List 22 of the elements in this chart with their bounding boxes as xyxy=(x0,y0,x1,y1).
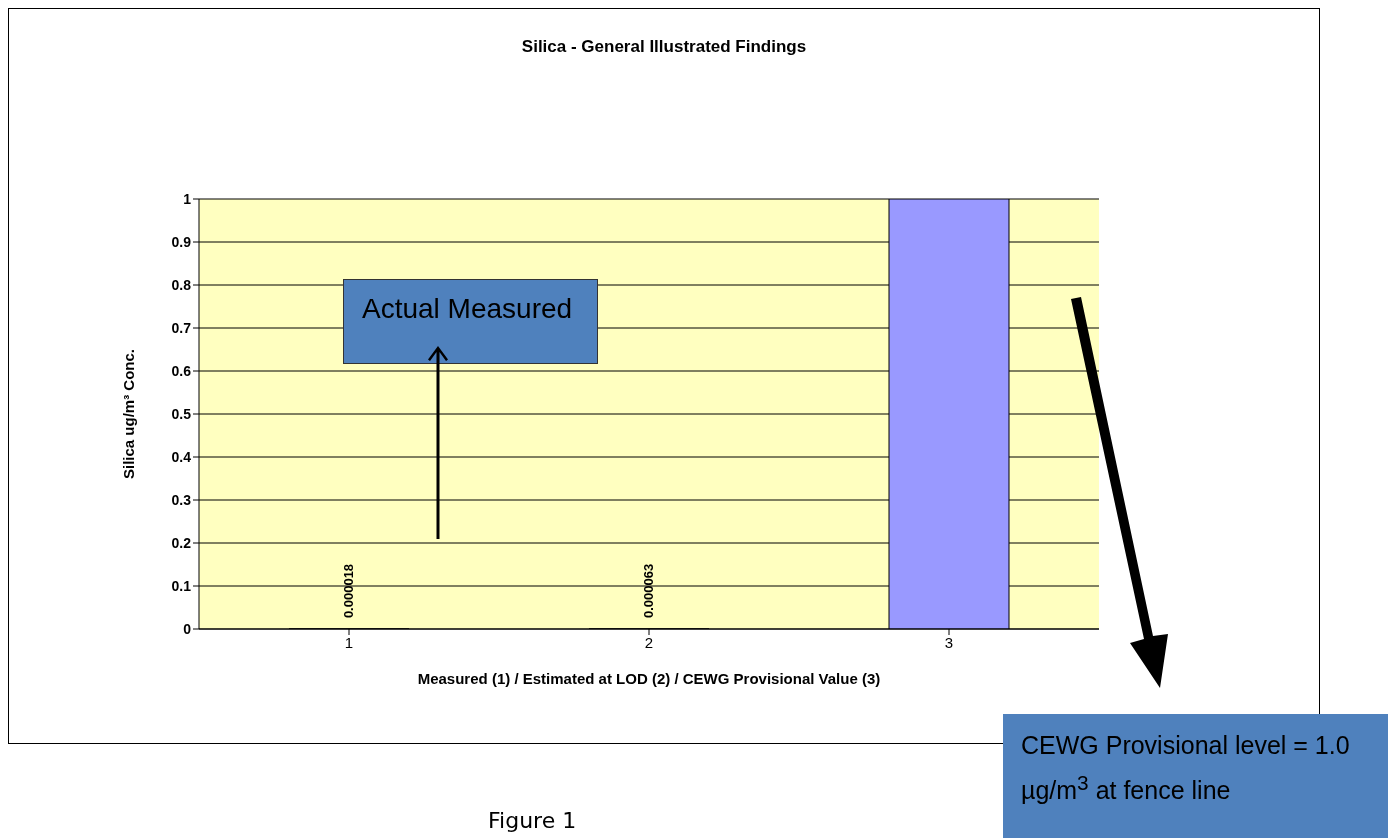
caption: Figure 1 xyxy=(488,808,577,833)
y-tick-label: 1 xyxy=(183,190,192,207)
y-tick-label: 0.2 xyxy=(171,534,192,551)
x-tick-label: 2 xyxy=(644,633,654,651)
x-axis-title: Measured (1) / Estimated at LOD (2) / CEWG Provisional Value (3) xyxy=(417,670,881,687)
y-tick-label: 0.6 xyxy=(171,362,192,379)
data-label: 0.000018 xyxy=(341,563,357,619)
chart-title: Silica - General Illustrated Findings xyxy=(520,37,808,57)
y-tick-label: 0.7 xyxy=(171,319,192,336)
y-axis-title: Silica ug/m³ Conc. xyxy=(120,348,138,480)
annotation: Actual Measured xyxy=(343,279,598,364)
x-tick-label: 3 xyxy=(944,633,954,651)
y-tick-label: 0.3 xyxy=(171,491,192,508)
y-tick-label: 0.8 xyxy=(171,276,192,293)
y-tick-label: 0.4 xyxy=(171,448,192,465)
x-tick-label: 1 xyxy=(344,633,354,651)
data-label: 0.000063 xyxy=(641,563,657,619)
text: CEWG Provisional level = 1.0 µg/m$^{3}$ at fence line xyxy=(1003,714,1388,838)
y-tick-label: 0.9 xyxy=(171,233,192,250)
y-tick-label: 0.1 xyxy=(171,577,192,594)
y-tick-label: 0 xyxy=(183,620,192,637)
y-tick-label: 0.5 xyxy=(171,405,192,422)
